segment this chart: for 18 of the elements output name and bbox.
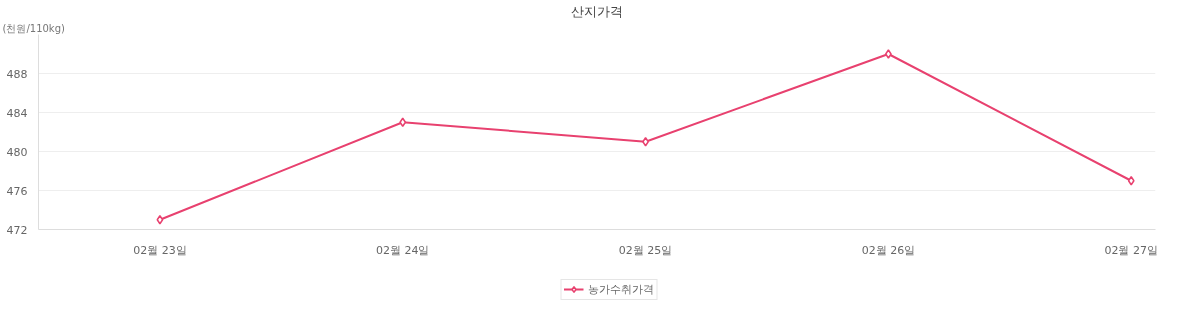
y-tick-label: 480 — [6, 145, 28, 159]
x-tick-label: 02월 26일 — [861, 243, 916, 257]
y-tick-label: 488 — [6, 67, 28, 81]
x-tick-label: 02월 25일 — [618, 243, 673, 257]
point — [642, 137, 649, 147]
point — [399, 117, 407, 127]
point — [1127, 176, 1135, 186]
chart-title: 산지가격 — [571, 3, 623, 19]
y-axis-title: (천원/110kg) — [2, 22, 65, 34]
point — [156, 215, 164, 225]
x-tick-label: 02월 27일 — [1104, 243, 1158, 257]
x-tick-label: 02월 24일 — [375, 243, 430, 257]
point — [884, 49, 892, 59]
legend-label: 농가수취가격 — [588, 281, 654, 297]
y-tick-label: 484 — [6, 106, 28, 120]
y-tick-label: 476 — [6, 184, 28, 198]
y-tick-label: 472 — [6, 223, 28, 237]
x-tick-label: 02월 23일 — [133, 243, 187, 257]
